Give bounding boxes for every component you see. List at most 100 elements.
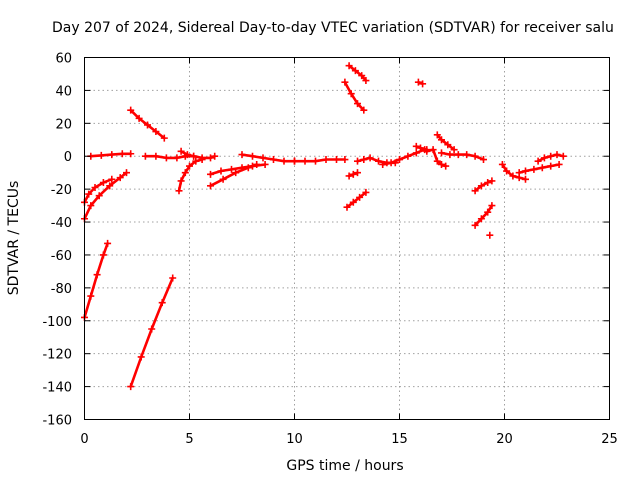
data-point: [471, 221, 479, 229]
data-point: [280, 157, 288, 165]
data-point: [412, 142, 420, 150]
satellite-arc: [81, 239, 112, 321]
satellite-arc: [177, 147, 219, 162]
data-point: [341, 156, 349, 164]
satellite-arc: [345, 62, 370, 85]
data-point: [217, 167, 225, 175]
data-point: [95, 192, 103, 200]
data-point: [259, 154, 267, 162]
satellite-arc: [414, 78, 427, 88]
data-point: [162, 154, 170, 162]
data-point: [97, 151, 105, 159]
satellite-arc: [471, 202, 496, 229]
data-point: [312, 157, 319, 165]
data-point: [135, 114, 143, 122]
data-point: [360, 106, 368, 114]
data-point: [484, 179, 492, 187]
arc-line: [83, 171, 128, 221]
data-point: [477, 215, 485, 223]
data-point: [152, 128, 160, 136]
data-point: [547, 152, 555, 160]
x-tick-label: 5: [185, 432, 193, 447]
data-point: [291, 157, 298, 165]
data-point: [169, 274, 177, 282]
data-point: [446, 151, 454, 159]
data-point: [509, 172, 517, 180]
data-point: [433, 157, 441, 165]
y-tick-label: -80: [51, 282, 72, 297]
data-point: [87, 292, 95, 300]
y-tick-label: 60: [55, 52, 72, 67]
y-tick-label: -60: [51, 249, 72, 264]
satellite-arc: [127, 106, 168, 142]
data-point: [414, 78, 422, 86]
data-point: [93, 271, 101, 279]
data-point: [333, 156, 340, 164]
grid-lines: [84, 57, 610, 420]
data-point: [438, 160, 445, 168]
satellite-arc: [423, 146, 450, 170]
data-point: [354, 157, 361, 165]
satellite-arc: [341, 78, 368, 114]
data-point: [116, 174, 124, 182]
satellite-arc: [433, 131, 458, 154]
x-tick-label: 20: [496, 432, 513, 447]
x-tick-label: 15: [391, 432, 408, 447]
data-point: [454, 151, 462, 159]
data-point: [362, 77, 370, 85]
data-point: [118, 150, 126, 158]
x-tick-label: 0: [80, 432, 88, 447]
data-point: [127, 383, 135, 391]
data-point: [144, 121, 151, 129]
y-tick-label: 0: [64, 150, 72, 165]
data-point: [488, 177, 496, 185]
data-point: [270, 156, 277, 164]
satellite-arc: [345, 169, 361, 180]
data-point: [471, 152, 479, 160]
data-point: [341, 78, 349, 86]
data-point: [547, 162, 555, 170]
data-point: [148, 325, 156, 333]
data-point: [553, 151, 561, 159]
data-point: [438, 136, 445, 144]
data-point: [362, 188, 370, 196]
data-point: [387, 159, 395, 167]
data-point: [486, 231, 494, 239]
data-point: [515, 169, 523, 177]
data-point: [301, 157, 309, 165]
data-point: [522, 175, 529, 183]
data-point: [232, 169, 240, 177]
chart-title: Day 207 of 2024, Sidereal Day-to-day VTE…: [52, 20, 614, 36]
arc-line: [473, 179, 494, 193]
data-point: [538, 164, 546, 172]
data-point: [442, 162, 450, 170]
satellite-arc: [471, 177, 496, 195]
data-point: [186, 162, 193, 170]
data-point: [349, 170, 357, 178]
data-point: [322, 156, 330, 164]
data-point: [412, 149, 420, 157]
data-point: [141, 152, 149, 160]
data-point: [444, 141, 452, 149]
data-point: [152, 152, 160, 160]
data-point: [438, 149, 445, 157]
data-point: [347, 90, 355, 98]
y-tick-label: 40: [55, 84, 72, 99]
data-point: [244, 164, 252, 172]
data-point: [379, 160, 387, 168]
data-point: [417, 144, 424, 152]
data-point: [540, 154, 548, 162]
data-point: [534, 157, 542, 165]
data-point: [106, 182, 114, 190]
y-axis-title: SDTVAR / TECUs: [6, 181, 22, 296]
data-point: [127, 150, 135, 158]
data-point: [366, 154, 374, 162]
satellite-arc: [343, 188, 370, 211]
data-point: [450, 146, 458, 154]
data-point: [158, 299, 166, 307]
data-point: [498, 160, 506, 168]
data-point: [354, 169, 361, 177]
data-point: [181, 169, 189, 177]
